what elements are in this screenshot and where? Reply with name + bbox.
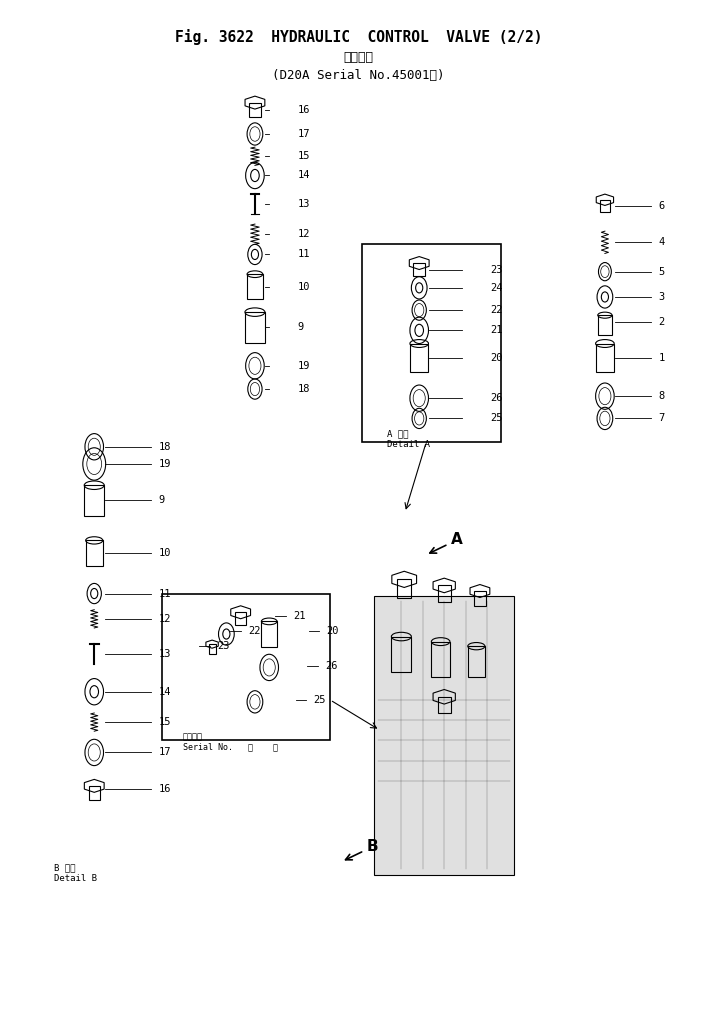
Text: 21: 21 (293, 611, 305, 621)
Text: 23: 23 (490, 265, 503, 275)
Text: Fig. 3622  HYDRAULIC  CONTROL  VALVE (2/2): Fig. 3622 HYDRAULIC CONTROL VALVE (2/2) (175, 28, 542, 45)
Text: A 詳細
Detail A: A 詳細 Detail A (387, 429, 430, 449)
Text: 12: 12 (158, 614, 171, 624)
Text: 15: 15 (298, 151, 310, 161)
Text: 適用号機
Serial No.   －    ～: 適用号機 Serial No. － ～ (183, 732, 277, 752)
Text: (D20A Serial No.45001～): (D20A Serial No.45001～) (272, 69, 445, 82)
Text: 13: 13 (298, 199, 310, 209)
Text: 19: 19 (298, 360, 310, 370)
Text: B: B (346, 839, 379, 860)
Bar (432, 641, 450, 677)
Text: 2: 2 (658, 318, 665, 327)
Bar (88, 786, 100, 800)
Bar (209, 645, 216, 655)
Bar (391, 636, 412, 672)
Text: 6: 6 (658, 201, 665, 211)
Bar (438, 696, 451, 713)
Text: 25: 25 (313, 695, 326, 704)
Text: 25: 25 (490, 413, 503, 423)
Text: 3: 3 (658, 292, 665, 301)
Bar (598, 316, 612, 335)
Bar (235, 612, 247, 625)
Text: 11: 11 (298, 250, 310, 260)
Text: 14: 14 (298, 171, 310, 181)
Text: 19: 19 (158, 459, 171, 469)
Text: 18: 18 (158, 442, 171, 452)
Text: 5: 5 (658, 267, 665, 277)
Text: 20: 20 (490, 352, 503, 362)
Text: 23: 23 (217, 641, 229, 652)
Text: 4: 4 (658, 238, 665, 248)
Text: 13: 13 (158, 650, 171, 660)
Bar (600, 200, 610, 212)
Text: 26: 26 (325, 662, 338, 671)
Text: 14: 14 (158, 687, 171, 696)
Text: 8: 8 (658, 391, 665, 401)
Text: 17: 17 (298, 129, 310, 139)
Text: 10: 10 (298, 282, 310, 292)
Bar (467, 647, 485, 677)
Text: 適用号機: 適用号機 (343, 51, 374, 64)
Text: 24: 24 (490, 283, 503, 293)
FancyBboxPatch shape (374, 596, 514, 875)
Text: 15: 15 (158, 717, 171, 727)
Text: 18: 18 (298, 384, 310, 394)
Bar (397, 580, 412, 598)
Bar (438, 586, 451, 602)
Text: 26: 26 (490, 393, 503, 403)
Text: 20: 20 (326, 626, 339, 636)
Bar (410, 343, 429, 371)
Text: 9: 9 (298, 323, 304, 332)
Text: 9: 9 (158, 495, 165, 505)
Bar (250, 103, 261, 117)
Text: 1: 1 (658, 352, 665, 362)
Text: 16: 16 (158, 784, 171, 794)
Bar (474, 591, 485, 606)
Text: 17: 17 (158, 747, 171, 757)
Text: 11: 11 (158, 589, 171, 599)
Text: 22: 22 (490, 306, 503, 315)
Bar (596, 343, 614, 371)
Bar (84, 485, 104, 516)
Text: 10: 10 (158, 548, 171, 558)
Bar (247, 274, 263, 299)
Text: 7: 7 (658, 413, 665, 423)
Text: A: A (429, 533, 463, 553)
Bar (262, 621, 277, 647)
Text: B 詳細
Detail B: B 詳細 Detail B (54, 864, 97, 883)
Bar (85, 540, 103, 565)
Text: 21: 21 (490, 326, 503, 335)
Text: 12: 12 (298, 229, 310, 240)
Bar (245, 313, 265, 342)
Text: 16: 16 (298, 105, 310, 115)
Text: 22: 22 (248, 626, 260, 636)
Bar (414, 263, 425, 276)
